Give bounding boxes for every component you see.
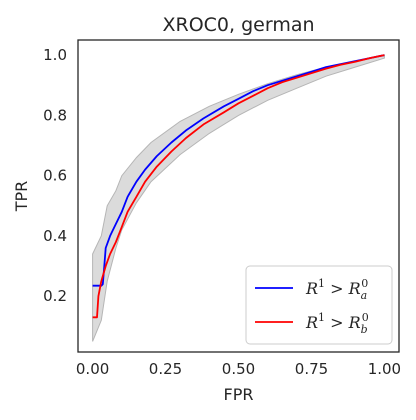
x-tick-label: 0.25 <box>149 360 182 378</box>
plot-frame <box>77 39 400 353</box>
chart-title: XROC0, german <box>162 14 314 36</box>
x-axis-label: FPR <box>224 385 254 404</box>
x-tick-label: 0.75 <box>295 360 328 378</box>
y-tick-label: 1.0 <box>43 46 67 64</box>
y-axis-label: TPR <box>12 181 31 213</box>
y-tick-label: 0.6 <box>43 167 67 185</box>
legend: R1 > Ra0 R1 > Rb0 <box>245 265 393 345</box>
x-tick-labels: 0.00 0.25 0.50 0.75 1.00 <box>76 360 401 378</box>
series-line-a <box>92 54 385 287</box>
series-line-b <box>92 54 385 319</box>
legend-label-a: R1 > Ra0 <box>305 277 368 302</box>
legend-box <box>245 265 393 345</box>
y-tick-label: 0.4 <box>43 227 67 245</box>
y-tick-labels: 0.2 0.4 0.6 0.8 1.0 <box>43 46 67 305</box>
y-tick-label: 0.8 <box>43 106 67 124</box>
x-tick-label: 0.50 <box>222 360 255 378</box>
confidence-band-layer <box>92 54 385 342</box>
x-tick-label: 1.00 <box>368 360 401 378</box>
confidence-band <box>92 54 385 342</box>
x-tick-label: 0.00 <box>76 360 109 378</box>
series-layer <box>92 54 385 319</box>
y-tick-label: 0.2 <box>43 287 67 305</box>
legend-label-b: R1 > Rb0 <box>305 311 369 336</box>
